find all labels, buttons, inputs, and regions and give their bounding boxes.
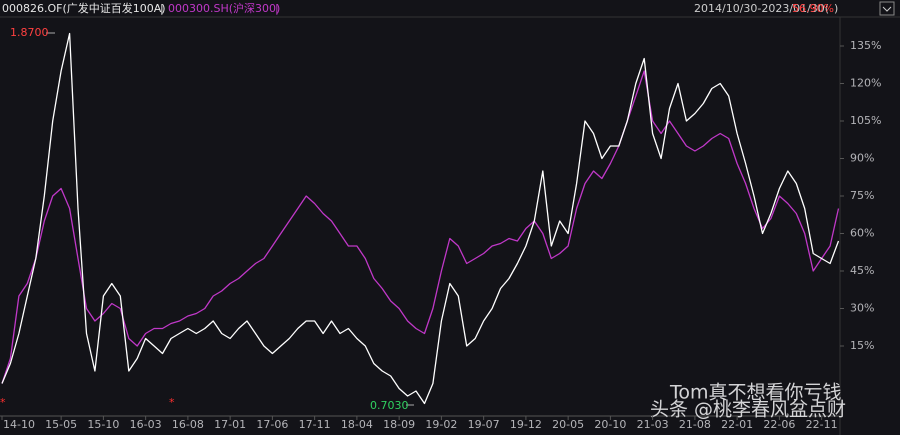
x-tick-label: 16-08 [172, 418, 204, 431]
y-tick-label: 45% [850, 264, 874, 277]
y-tick-label: 90% [850, 152, 874, 165]
x-tick-label: 17-06 [256, 418, 288, 431]
series-line [1, 32, 840, 405]
y-tick-label: 135% [850, 39, 881, 52]
x-tick-label: 19-02 [425, 418, 457, 431]
x-tick-label: 14-10 [3, 418, 35, 431]
x-tick-label: 19-12 [510, 418, 542, 431]
dropdown[interactable] [879, 1, 895, 16]
dropdown-arrow [882, 6, 892, 12]
y-tick-label: 105% [850, 114, 881, 127]
max-annotation: 1.8700 [10, 26, 49, 39]
x-tick-label: 18-09 [383, 418, 415, 431]
x-tick-label: 22-11 [806, 418, 838, 431]
x-tick-label: 18-04 [341, 418, 373, 431]
date-range-end: ) [834, 2, 838, 15]
y-tick-label: 15% [850, 339, 874, 352]
watermark: Tom真不想看你亏钱 [669, 382, 842, 404]
star: * [0, 396, 6, 409]
separator: | [160, 2, 164, 15]
watermark: 头条 @桃李春风盆点财 [650, 399, 846, 421]
fund-label: 000826.OF(广发中证百发100A) [2, 1, 166, 15]
x-tick-label: 20-10 [594, 418, 626, 431]
date-range: 2014/10/30-2023/01/30( [694, 2, 829, 15]
x-tick-label: 21-03 [637, 418, 669, 431]
y-tick-label: 30% [850, 302, 874, 315]
x-tick-label: 15-05 [45, 418, 77, 431]
index-label: 000300.SH(沪深300) [168, 1, 280, 15]
series-line [1, 70, 840, 384]
y-tick-label: 75% [850, 189, 874, 202]
x-tick-label: 15-10 [87, 418, 119, 431]
plot [1, 32, 840, 405]
x-tick-label: 22-06 [763, 418, 795, 431]
star: * [169, 396, 175, 409]
change: 56.90% [792, 2, 834, 15]
x-tick-label: 17-01 [214, 418, 246, 431]
x-tick-label: 16-03 [130, 418, 162, 431]
x-tick-label: 19-07 [468, 418, 500, 431]
x-tick-label: 21-08 [679, 418, 711, 431]
y-tick-label: 120% [850, 77, 881, 90]
y-tick-label: 60% [850, 227, 874, 240]
x-tick-label: 20-05 [552, 418, 584, 431]
x-tick-label: 17-11 [299, 418, 331, 431]
x-tick-label: 22-01 [721, 418, 753, 431]
min-annotation: 0.7030 [370, 399, 409, 412]
separator: | [275, 2, 279, 15]
